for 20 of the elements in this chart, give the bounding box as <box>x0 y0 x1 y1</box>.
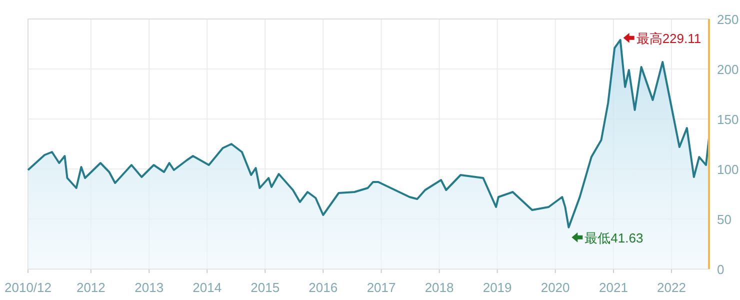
x-tick-label: 2022 <box>657 280 686 295</box>
x-tick-label: 2019 <box>482 280 512 295</box>
y-tick-label: 50 <box>717 212 732 227</box>
annotation: 最高229.11 <box>636 30 702 46</box>
y-tick-label: 250 <box>717 12 739 27</box>
x-tick-label: 2015 <box>250 280 280 295</box>
annotation: 最低41.63 <box>584 230 644 246</box>
y-tick-label: 0 <box>717 262 724 277</box>
x-tick-label: 2021 <box>599 280 628 295</box>
x-tick-label: 2018 <box>424 280 454 295</box>
x-tick-label: 2012 <box>76 280 106 295</box>
y-tick-label: 200 <box>717 62 739 77</box>
y-tick-label: 150 <box>717 112 739 127</box>
x-tick-label: 2017 <box>366 280 396 295</box>
x-tick-label: 2020 <box>540 280 570 295</box>
x-tick-label: 2010/12 <box>4 280 52 295</box>
y-tick-label: 100 <box>717 162 739 177</box>
x-tick-label: 2016 <box>308 280 338 295</box>
x-tick-label: 2013 <box>134 280 164 295</box>
x-tick-label: 2014 <box>192 280 222 295</box>
